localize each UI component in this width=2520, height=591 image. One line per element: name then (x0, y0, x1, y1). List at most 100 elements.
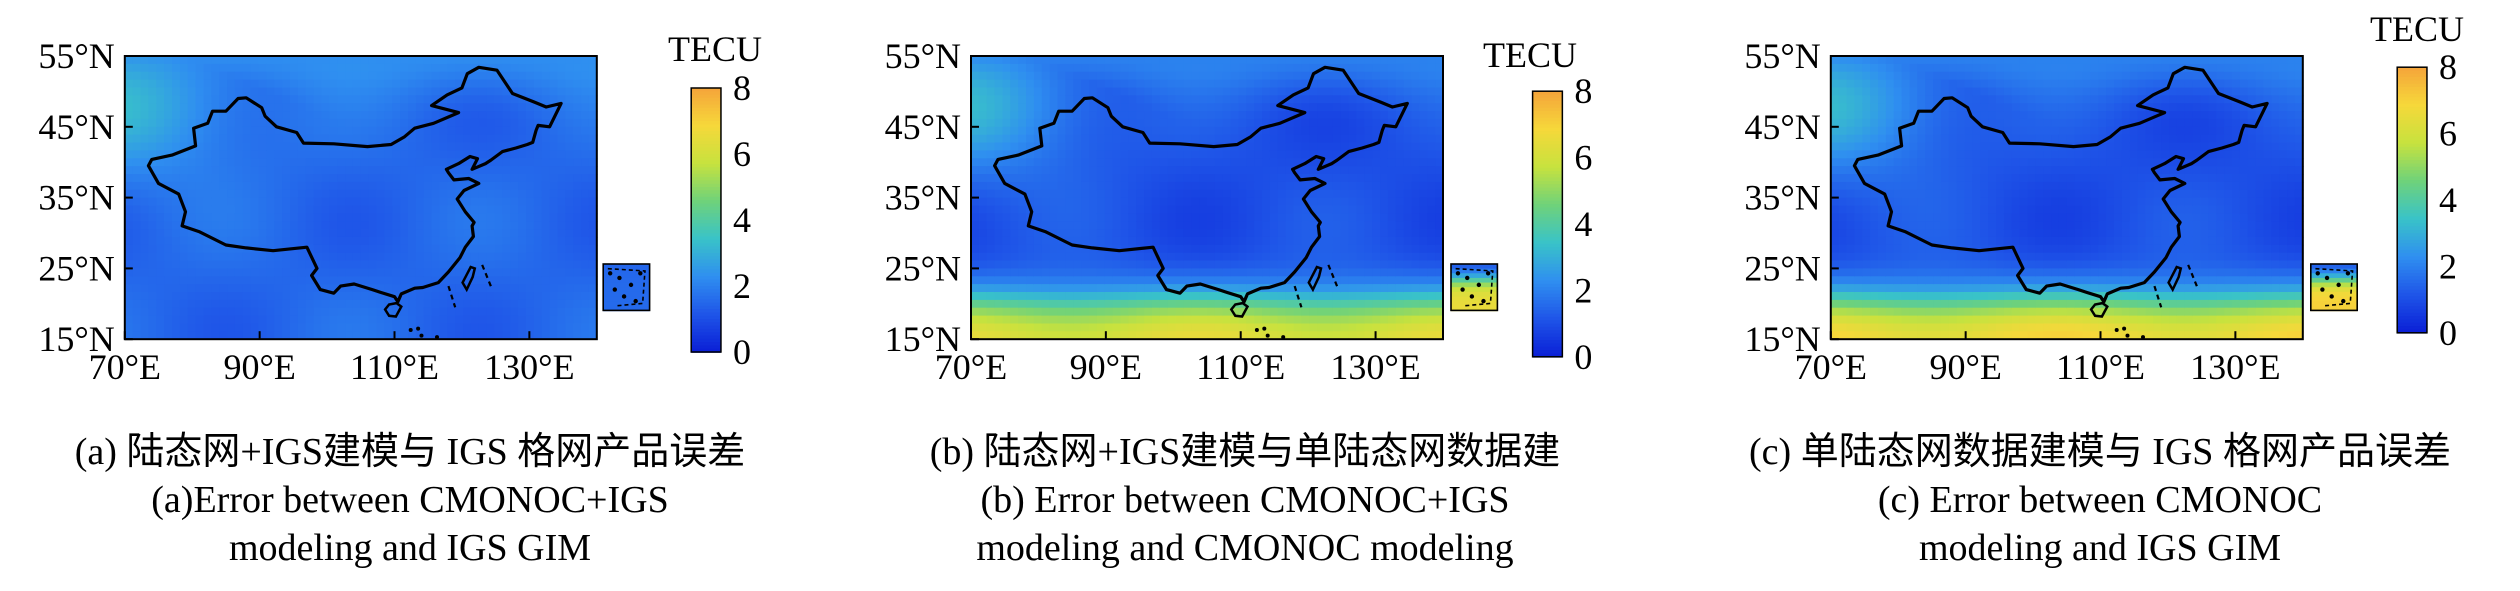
heatmap-cell (1901, 150, 1911, 160)
heatmap-cell (1356, 111, 1366, 120)
heatmap-cell (203, 284, 213, 293)
heatmap-cell (148, 260, 158, 270)
heatmap-cell (494, 126, 504, 136)
heatmap-cell (431, 323, 441, 333)
heatmap-cell (1901, 252, 1911, 262)
heatmap-cell (581, 268, 590, 278)
heatmap-cell (431, 189, 441, 199)
heatmap-cell (588, 174, 598, 183)
heatmap-cell (1830, 189, 1840, 199)
heatmap-cell (533, 244, 543, 254)
heatmap-cell (1246, 63, 1255, 73)
heatmap-cell (1199, 63, 1208, 73)
heatmap-cell (1112, 150, 1122, 160)
heatmap-cell (1010, 56, 1019, 65)
heatmap-cell (1854, 181, 1864, 191)
heatmap-cell (1089, 111, 1098, 120)
heatmap-cell (1309, 244, 1318, 254)
heatmap-cell (1238, 63, 1248, 73)
heatmap-cell (494, 260, 504, 270)
heatmap-cell (1018, 142, 1027, 152)
heatmap-cell (565, 56, 574, 65)
heatmap-cell (282, 299, 291, 309)
heatmap-cell (1026, 71, 1035, 81)
heatmap-cell (282, 323, 291, 333)
heatmap-cell (439, 181, 449, 191)
heatmap-cell (337, 252, 346, 262)
heatmap-cell (1380, 197, 1389, 207)
heatmap-cell (290, 118, 299, 128)
heatmap-cell (518, 63, 527, 73)
heatmap-cell (1214, 87, 1224, 97)
heatmap-cell (250, 134, 260, 144)
heatmap-cell (1136, 181, 1145, 191)
heatmap-cell (1136, 213, 1145, 222)
colorbar-step (1532, 280, 1563, 285)
heatmap-cell (526, 111, 535, 120)
heatmap-cell (1356, 126, 1366, 136)
heatmap-cell (455, 56, 464, 65)
heatmap-cell (250, 63, 260, 73)
heatmap-cell (1191, 197, 1200, 207)
heatmap-cell (219, 166, 228, 175)
heatmap-cell (455, 268, 464, 278)
heatmap-cell (502, 158, 512, 167)
heatmap-cell (140, 87, 150, 97)
heatmap-cell (360, 134, 370, 144)
heatmap-cell (549, 244, 559, 254)
heatmap-cell (1191, 331, 1200, 340)
heatmap-cell (195, 197, 205, 207)
heatmap-cell (164, 229, 173, 238)
heatmap-cell (266, 205, 276, 215)
heatmap-cell (1136, 268, 1145, 278)
heatmap-cell (148, 276, 158, 285)
heatmap-cell (502, 126, 512, 136)
heatmap-cell (250, 260, 260, 270)
heatmap-cell (1269, 134, 1279, 144)
heatmap-cell (1026, 299, 1035, 309)
heatmap-cell (439, 268, 449, 278)
heatmap-cell (1238, 142, 1248, 152)
heatmap-cell (1144, 260, 1153, 270)
heatmap-cell (1081, 276, 1090, 285)
heatmap-cell (1207, 205, 1216, 215)
heatmap-cell (1073, 268, 1082, 278)
heatmap-cell (368, 221, 378, 230)
heatmap-cell (234, 292, 244, 301)
heatmap-cell (1065, 260, 1075, 270)
heatmap-cell (187, 331, 197, 340)
heatmap-cell (1175, 95, 1185, 104)
heatmap-cell (502, 118, 512, 128)
heatmap-cell (290, 142, 299, 152)
heatmap-cell (1144, 142, 1153, 152)
heatmap-cell (541, 150, 551, 160)
heatmap-cell (1364, 292, 1373, 301)
heatmap-cell (337, 56, 346, 65)
heatmap-cell (1096, 292, 1106, 301)
heatmap-cell (313, 268, 323, 278)
heatmap-cell (282, 229, 291, 238)
heatmap-cell (1403, 292, 1413, 301)
heatmap-cell (1380, 307, 1389, 317)
heatmap-cell (971, 252, 980, 262)
heatmap-cell (478, 189, 488, 199)
heatmap-cell (502, 323, 512, 333)
heatmap-cell (211, 142, 220, 152)
heatmap-cell (510, 244, 519, 254)
heatmap-cell (376, 87, 386, 97)
heatmap-cell (345, 95, 354, 104)
heatmap-cell (1435, 236, 1444, 246)
heatmap-cell (266, 323, 276, 333)
colorbar-step (691, 220, 721, 225)
heatmap-cell (549, 213, 559, 222)
heatmap-cell (1340, 111, 1350, 120)
heatmap-cell (581, 197, 590, 207)
heatmap-cell (1049, 189, 1059, 199)
heatmap-cell (1862, 118, 1871, 128)
heatmap-cell (415, 244, 425, 254)
heatmap-cell (978, 307, 988, 317)
heatmap-cell (463, 252, 472, 262)
heatmap-cell (1254, 103, 1263, 112)
heatmap-cell (1830, 71, 1840, 81)
heatmap-cell (439, 56, 449, 65)
